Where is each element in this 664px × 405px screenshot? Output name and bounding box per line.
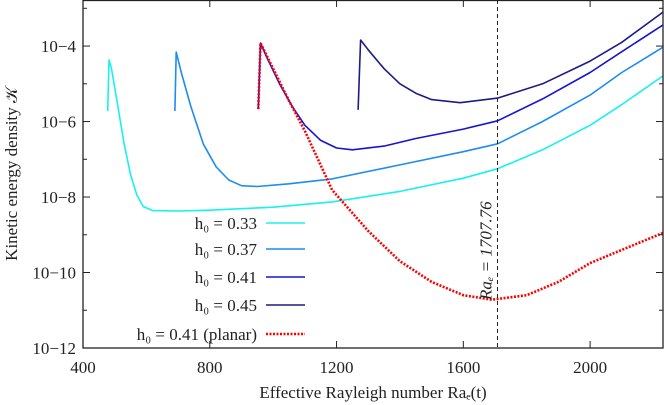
x-tick-label: 800	[197, 358, 223, 377]
legend-entry-4: h₀ = 0.41 (planar)	[137, 325, 305, 344]
y-tick-label: 10−4	[41, 37, 77, 56]
legend-entry-3: h₀ = 0.45	[195, 296, 305, 315]
x-tick-label: 1600	[446, 358, 480, 377]
series-line-2	[257, 24, 664, 151]
y-tick-label: 10−8	[41, 188, 76, 207]
series-line-3	[357, 11, 664, 110]
legend-entry-2: h₀ = 0.41	[195, 268, 305, 287]
legend-entry-0: h₀ = 0.33	[195, 214, 305, 233]
series-line-0	[106, 59, 664, 212]
legend-label: h₀ = 0.33	[195, 214, 257, 233]
curves	[106, 11, 664, 301]
x-tick-label: 2000	[573, 358, 607, 377]
series-line-1	[174, 46, 664, 188]
ticks: 10−12 10−10 10−8 10−6 10−4 400 800 1200 160…	[32, 0, 663, 377]
legend-label: h₀ = 0.41 (planar)	[137, 325, 257, 344]
y-tick-label: 10−12	[32, 339, 76, 358]
y-axis-title: Kinetic energy density 𝒦	[2, 85, 21, 261]
series-line-4	[257, 41, 664, 301]
legend-label: h₀ = 0.45	[195, 296, 257, 315]
legend-entry-1: h₀ = 0.37	[195, 240, 305, 259]
x-axis-title: Effective Rayleigh number Raₑ(t)	[259, 383, 486, 402]
y-tick-label: 10−6	[41, 113, 76, 132]
critical-rayleigh-label: Raₑ = 1707.76	[476, 201, 495, 301]
legend-label: h₀ = 0.41	[195, 268, 257, 287]
x-tick-label: 400	[70, 358, 96, 377]
plot-frame	[82, 0, 664, 349]
legend-label: h₀ = 0.37	[195, 240, 258, 259]
y-tick-label: 10−10	[32, 264, 76, 283]
x-tick-label: 1200	[320, 358, 354, 377]
legend: h₀ = 0.33 h₀ = 0.37 h₀ = 0.41 h₀ = 0.45 h₀ =…	[137, 214, 305, 344]
